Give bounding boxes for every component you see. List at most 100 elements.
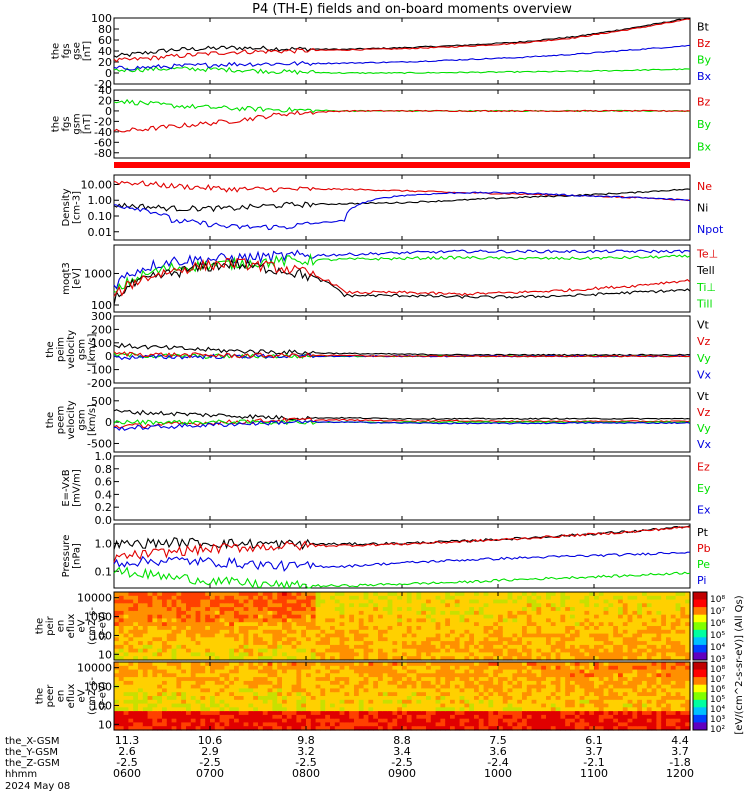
heatmap-cell [210,662,216,667]
heatmap-cell [450,618,456,623]
heatmap-cell [478,641,485,646]
heatmap-cell [608,644,614,650]
heatmap-cell [512,714,518,720]
y-tick-label: 0.6 [95,476,113,489]
heatmap-cell [301,633,307,638]
heatmap-cell [296,603,302,608]
heatmap-cell [498,718,504,724]
colorbar-swatch [693,652,707,661]
heatmap-cell [373,684,379,690]
heatmap-cell [531,610,537,616]
heatmap-cell [234,718,240,724]
heatmap-cell [123,711,129,716]
heatmap-cell [152,722,158,727]
heatmap-cell [339,633,345,638]
heatmap-cell [162,673,168,678]
heatmap-cell [358,711,365,716]
heatmap-cell [613,610,619,616]
heatmap-cell [603,644,609,650]
heatmap-cell [411,629,417,635]
heatmap-cell [493,656,499,661]
heatmap-cell [219,699,225,705]
heatmap-cell [392,644,398,650]
heatmap-cell [171,677,177,682]
heatmap-cell [310,599,317,604]
heatmap-cell [142,696,149,701]
panel-frame [113,455,691,521]
heatmap-cell [128,688,134,693]
heatmap-cell [589,607,595,612]
heatmap-cell [613,688,619,693]
heatmap-cell [282,692,288,697]
heatmap-cell [243,677,249,682]
heatmap-cell [301,641,307,646]
heatmap-cell [483,711,489,716]
heatmap-cell [507,622,513,627]
heatmap-cell [373,652,379,657]
heatmap-cell [459,714,465,720]
heatmap-cell [541,696,547,701]
heatmap-cell [646,622,653,627]
heatmap-cell [171,610,177,616]
heatmap-cell [286,699,293,705]
heatmap-cell [618,696,624,701]
heatmap-cell [152,607,158,612]
colorbar-swatch [693,607,707,616]
heatmap-cell [128,699,134,705]
heatmap-cell [344,626,350,631]
heatmap-cell [646,633,653,638]
heatmap-cell [464,722,470,727]
heatmap-cell [584,714,590,720]
heatmap-cell [603,707,609,712]
heatmap-cell [670,665,677,671]
heatmap-cell [570,641,576,646]
heatmap-cell [406,622,413,627]
heatmap-cell [421,641,427,646]
heatmap-cell [507,680,513,686]
heatmap-cell [123,722,129,727]
heatmap-cell [531,669,537,674]
heatmap-cell [219,696,225,701]
heatmap-cell [195,673,201,678]
heatmap-cell [118,718,125,724]
heatmap-cell [243,718,249,724]
heatmap-cell [205,614,211,620]
heatmap-cell [272,603,278,608]
heatmap-cell [181,603,187,608]
heatmap-cell [205,699,211,705]
heatmap-cell [622,669,629,674]
heatmap-cell [397,703,403,708]
x-tick-y: 3.7 [585,745,603,758]
heatmap-cell [320,692,326,697]
heatmap-cell [661,592,667,597]
heatmap-cell [478,665,485,671]
heatmap-cell [219,722,225,727]
heatmap-cell [157,684,163,690]
heatmap-cell [406,595,413,601]
heatmap-cell [522,707,528,712]
heatmap-cell [675,711,681,716]
heatmap-cell [262,707,269,712]
heatmap-cell [570,618,576,623]
heatmap-cell [205,718,211,724]
heatmap-cell [546,673,552,678]
heatmap-cell [373,656,379,661]
heatmap-cell [373,662,379,667]
heatmap-cell [536,607,542,612]
heatmap-cell [118,641,125,646]
heatmap-cell [454,711,461,716]
heatmap-cell [234,680,240,686]
heatmap-cell [450,680,456,686]
heatmap-cell [210,644,216,650]
heatmap-cell [176,692,182,697]
heatmap-cell [406,703,413,708]
heatmap-cell [550,722,557,727]
heatmap-cell [493,718,499,724]
heatmap-cell [531,696,537,701]
heatmap-cell [214,688,221,693]
heatmap-cell [570,684,576,690]
heatmap-cell [570,633,576,638]
heatmap-cell [493,692,499,697]
heatmap-cell [118,692,125,697]
heatmap-cell [531,711,537,716]
